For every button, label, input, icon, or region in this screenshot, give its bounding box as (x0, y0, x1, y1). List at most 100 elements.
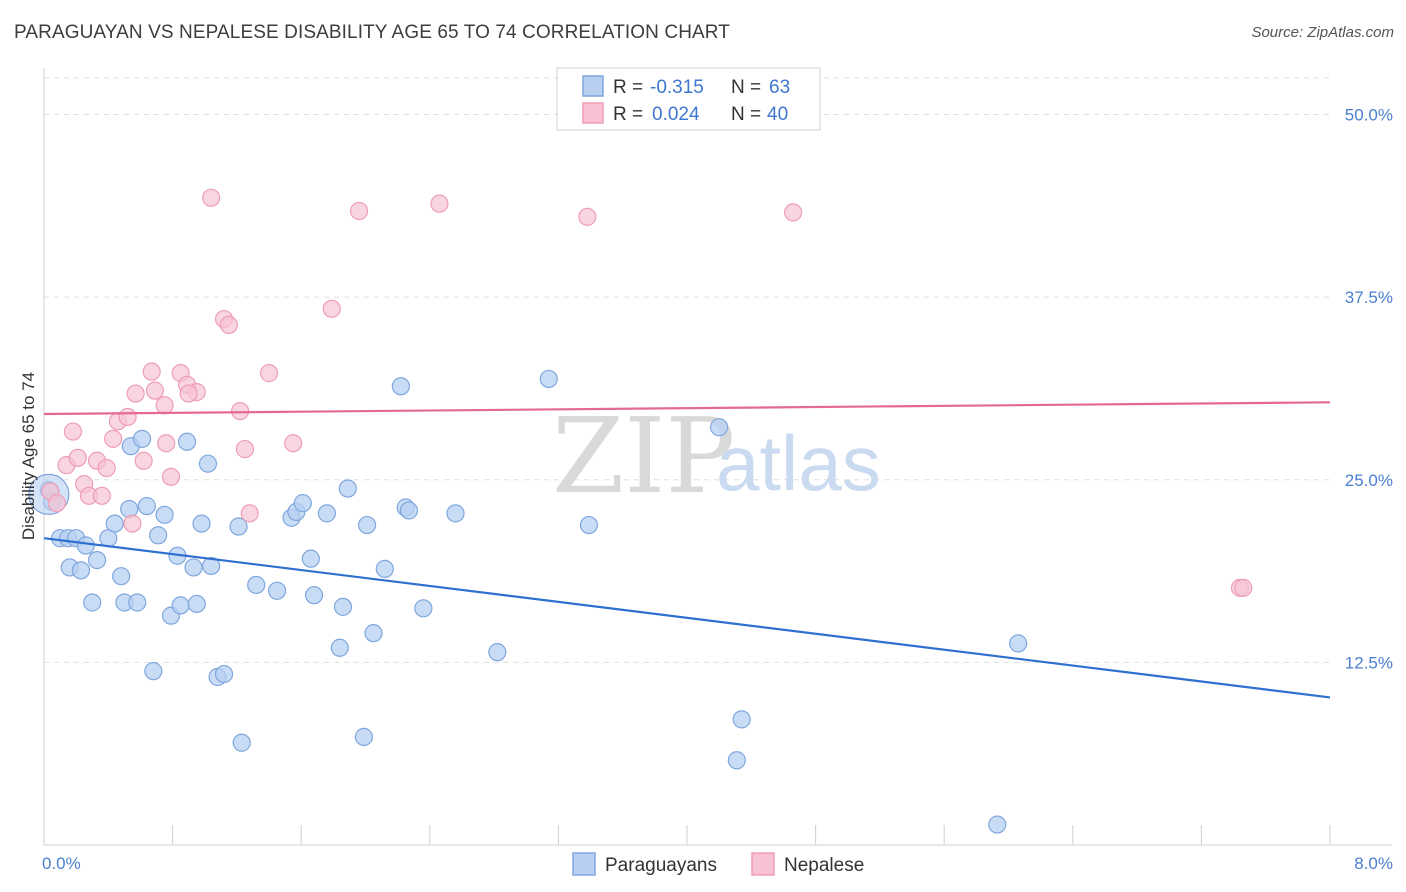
axes (43, 68, 1392, 846)
paraguayans-point (214, 664, 234, 684)
paraguayans-point (414, 599, 433, 618)
nepalese-point (578, 207, 597, 226)
x-tick-label: 8.0% (1354, 854, 1393, 873)
nepalese-point (322, 299, 341, 318)
series-legend: Paraguayans Nepalese (572, 852, 864, 876)
paraguayans-point (71, 561, 91, 580)
paraguayans-point (247, 575, 266, 595)
legend-n-value-2: 40 (767, 104, 788, 125)
nepalese-point (349, 201, 369, 221)
nepalese-point (97, 458, 116, 478)
paraguayans-point (171, 596, 190, 615)
paraguayans-point (330, 638, 349, 657)
stats-legend: R = -0.315 N = 63 R = 0.024 N = 40 (556, 67, 821, 131)
watermark-atlas: atlas (716, 419, 881, 507)
paraguayans-point (198, 454, 218, 473)
paraguayans-point (177, 432, 197, 451)
paraguayans-trend-line (43, 537, 1331, 699)
x-tick-label: 0.0% (42, 854, 81, 873)
trend-lines (43, 401, 1331, 699)
paraguayans-point (132, 429, 152, 448)
paraguayans-point (184, 558, 203, 577)
paraguayans-point (229, 517, 248, 536)
y-axis-label: Disability Age 65 to 74 (19, 372, 38, 540)
nepalese-point (235, 439, 255, 459)
nepalese-point (284, 434, 303, 453)
nepalese-point (123, 514, 142, 533)
paraguayans-point (105, 514, 124, 533)
nepalese-point (1234, 578, 1253, 597)
paraguayans-point (87, 551, 107, 570)
paraguayans-point (155, 505, 174, 524)
y-tick-label: 50.0% (1345, 106, 1393, 125)
paraguayans-point (358, 515, 377, 535)
paraguayans-point (232, 733, 251, 752)
paraguayans-point (293, 494, 312, 513)
paraguayans-point (727, 751, 746, 770)
paraguayans-point (488, 643, 507, 662)
bottom-legend-nepalese: Nepalese (784, 855, 864, 876)
legend-r-value-2: 0.024 (652, 104, 700, 125)
bottom-legend-swatch-paraguayans (572, 852, 596, 876)
legend-r-value-1: -0.315 (650, 77, 704, 98)
nepalese-point (219, 315, 238, 335)
paraguayans-point (338, 479, 357, 498)
nepalese-point (783, 203, 803, 222)
nepalese-point (142, 362, 161, 381)
grid-lines (44, 77, 1330, 663)
nepalese-point (47, 494, 66, 513)
paraguayans-point (446, 504, 465, 523)
paraguayans-point (112, 567, 131, 586)
legend-swatch-paraguayans (582, 75, 604, 97)
chart-source: Source: ZipAtlas.com (1251, 24, 1394, 41)
nepalese-trend-line (43, 401, 1331, 416)
paraguayans-point (391, 377, 410, 396)
paraguayans-point (539, 369, 558, 389)
nepalese-point (63, 422, 83, 441)
nepalese-point (240, 504, 259, 523)
nepalese-point (68, 448, 87, 467)
nepalese-point (155, 396, 174, 415)
paraguayans-point (192, 514, 211, 533)
nepalese-point (157, 434, 176, 453)
nepalese-point (145, 381, 165, 400)
legend-n-label-1: N = (731, 77, 761, 98)
paraguayans-point (375, 559, 394, 578)
legend-n-label-2: N = (731, 104, 761, 125)
paraguayans-point (333, 597, 353, 616)
watermark-zip: ZIP (552, 395, 735, 517)
legend-r-label-2: R = (613, 104, 643, 125)
tick-labels: 12.5% 25.0% 37.5% 50.0% 0.0% 8.0% (42, 106, 1393, 873)
paraguayans-point (1009, 634, 1028, 653)
paraguayans-point (202, 556, 221, 576)
nepalese-point (104, 429, 123, 448)
bottom-legend-swatch-nepalese (751, 852, 775, 876)
y-tick-label: 37.5% (1345, 288, 1393, 307)
nepalese-point (161, 467, 181, 486)
paraguayans-point (317, 504, 337, 523)
legend-r-label-1: R = (613, 77, 643, 98)
nepalese-point (118, 407, 137, 427)
paraguayans-point (304, 586, 324, 605)
paraguayans-point (76, 536, 95, 555)
paraguayans-point (144, 662, 163, 681)
chart-title: PARAGUAYAN VS NEPALESE DISABILITY AGE 65… (14, 22, 730, 43)
paraguayans-point (137, 496, 156, 516)
nepalese-point (259, 364, 279, 383)
paraguayans-point (301, 549, 320, 568)
nepalese-points (41, 188, 1253, 597)
paraguayans-point (364, 624, 383, 643)
paraguayans-point (399, 501, 419, 520)
nepalese-point (430, 194, 449, 213)
nepalese-point (126, 384, 145, 403)
paraguayans-point (149, 526, 168, 545)
nepalese-point (179, 384, 198, 403)
paraguayans-point (83, 593, 102, 612)
paraguayans-point (710, 418, 729, 437)
paraguayans-point (988, 815, 1007, 834)
nepalese-point (92, 486, 111, 505)
paraguayans-point (354, 727, 373, 746)
legend-swatch-nepalese (582, 102, 604, 124)
legend-n-value-1: 63 (769, 77, 790, 98)
